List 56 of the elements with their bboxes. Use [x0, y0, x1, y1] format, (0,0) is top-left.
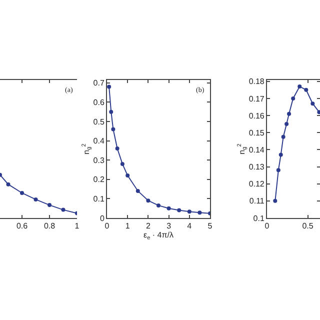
x-tick-label: 0.6 — [16, 222, 28, 231]
y-tick-label: 0.7 — [93, 78, 105, 88]
x-tick-label: 5 — [208, 222, 213, 231]
point — [109, 110, 114, 114]
y-tick-label: 0.5 — [93, 117, 105, 126]
point — [273, 198, 278, 203]
x-tick-label: 1 — [125, 222, 130, 231]
point — [107, 84, 112, 89]
point — [120, 162, 124, 166]
point — [111, 127, 116, 132]
point — [278, 152, 283, 157]
point — [287, 112, 292, 116]
y-tick-label: 0.6 — [93, 98, 105, 107]
y-tick-label: 0.1 — [93, 194, 105, 204]
x-tick-label: 0.8 — [44, 222, 56, 231]
point — [136, 188, 140, 193]
y-tick-label: 0.18 — [248, 77, 265, 86]
y-tick-label: 0.12 — [248, 180, 265, 189]
point — [166, 206, 171, 210]
y-tick-label: 0.13 — [248, 162, 265, 172]
x-tick-label: 2 — [146, 222, 151, 231]
y-tick-label: 0.1 — [253, 214, 265, 223]
y-tick-label: 0.4 — [93, 136, 105, 146]
point — [115, 146, 120, 151]
y-tick-label: 0 — [100, 214, 105, 223]
point — [146, 198, 150, 203]
point — [276, 168, 280, 172]
x-tick-label: 1 — [74, 222, 80, 231]
point — [304, 88, 308, 92]
x-tick-label: 3 — [166, 222, 172, 231]
point — [177, 208, 182, 212]
x-axis-title: ε$_{e}$ · 4π/λ — [143, 230, 174, 242]
y-tick-label: 0.16 — [248, 111, 265, 120]
point — [310, 102, 315, 106]
point — [156, 203, 160, 208]
y-tick-label: 0.2 — [93, 175, 105, 184]
point — [187, 210, 192, 214]
point — [126, 174, 130, 178]
point — [61, 208, 66, 212]
x-tick-label: 0.5 — [302, 222, 314, 231]
point — [20, 190, 24, 195]
y-tick-label: 0.17 — [248, 94, 265, 104]
y-tick-label: 0.11 — [249, 196, 265, 206]
point — [291, 96, 296, 100]
point — [198, 210, 202, 215]
point — [298, 84, 302, 88]
point — [284, 122, 289, 126]
point — [48, 203, 52, 208]
x-tick-label: 4 — [187, 222, 192, 231]
y-tick-label: 0.15 — [248, 128, 265, 138]
point — [6, 182, 10, 186]
y-tick-label: 0.14 — [248, 145, 265, 154]
point — [281, 134, 286, 139]
y-tick-label: 0.3 — [93, 156, 105, 165]
point — [34, 197, 38, 202]
point — [317, 110, 320, 114]
